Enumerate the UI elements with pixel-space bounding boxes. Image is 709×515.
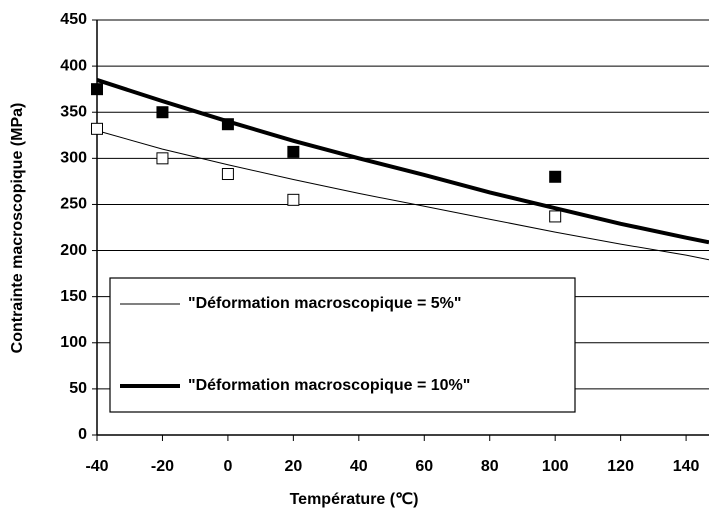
- series-line: [96, 130, 709, 261]
- y-tick-label: 150: [60, 288, 87, 305]
- y-tick-label: 300: [60, 150, 87, 167]
- data-point: [287, 145, 300, 158]
- y-tick-label: 350: [60, 103, 87, 120]
- x-tick-label: 120: [607, 458, 634, 475]
- x-tick-label: 0: [223, 458, 232, 475]
- data-point: [91, 122, 103, 135]
- y-tick-label: 0: [78, 426, 87, 443]
- y-tick-label: 450: [60, 11, 87, 28]
- x-tick-label: -20: [151, 458, 174, 475]
- data-point: [221, 168, 234, 181]
- data-point: [156, 152, 169, 165]
- y-tick-label: 200: [60, 242, 87, 259]
- y-tick-label: 100: [60, 334, 87, 351]
- x-axis-label: Température (℃): [290, 491, 419, 508]
- y-tick-label: 50: [69, 380, 87, 397]
- data-point: [549, 170, 562, 183]
- y-tick-label: 400: [60, 57, 87, 74]
- y-tick-label: 250: [60, 196, 87, 213]
- data-point: [287, 193, 300, 206]
- x-tick-label: 80: [481, 458, 499, 475]
- x-tick-label: -40: [85, 458, 108, 475]
- legend-label: "Déformation macroscopique = 5%": [188, 295, 461, 312]
- data-point: [221, 118, 234, 131]
- legend-label: "Déformation macroscopique = 10%": [188, 377, 470, 394]
- legend-box: [109, 277, 576, 413]
- data-point: [91, 83, 103, 96]
- x-tick-label: 20: [284, 458, 302, 475]
- x-tick-label: 100: [542, 458, 569, 475]
- y-axis-label: Contrainte macroscopique (MPa): [9, 103, 26, 354]
- x-tick-label: 60: [415, 458, 433, 475]
- data-point: [156, 106, 169, 119]
- series-line: [96, 78, 709, 245]
- data-point: [549, 210, 562, 223]
- x-tick-label: 40: [350, 458, 368, 475]
- x-tick-label: 140: [673, 458, 700, 475]
